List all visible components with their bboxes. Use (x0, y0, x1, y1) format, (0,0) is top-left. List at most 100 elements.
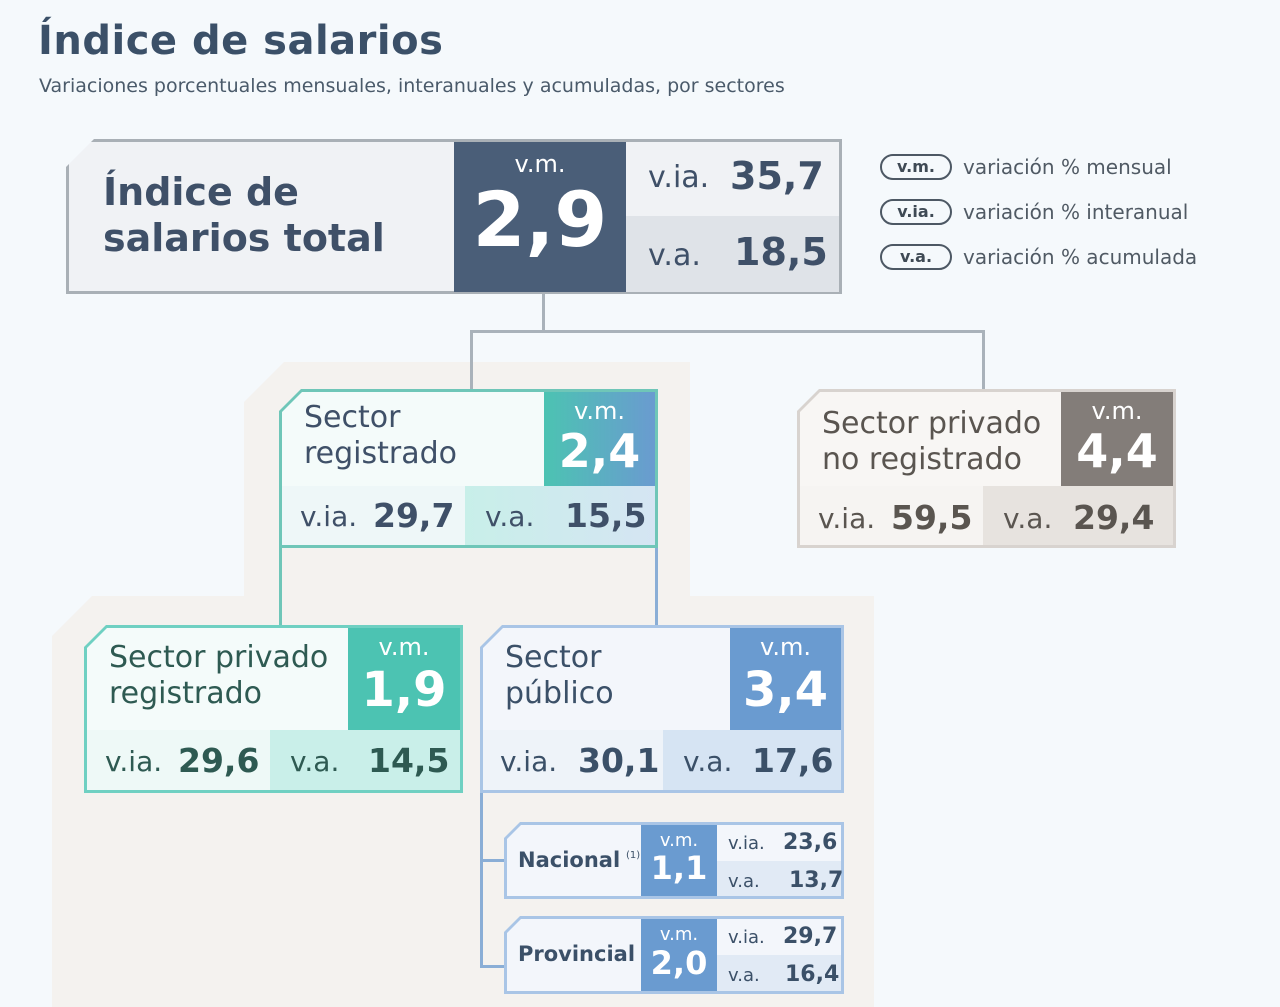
publico-via-value: 30,1 (578, 741, 660, 780)
publico-vm-value: 3,4 (742, 662, 829, 718)
privado-registrado-vm-label: v.m. (378, 633, 430, 661)
total-va-label: v.a. (648, 238, 701, 273)
provincial-vm-block (641, 919, 717, 991)
registrado-via-value: 29,7 (373, 496, 455, 535)
legend-tag-va: v.a. (880, 244, 952, 270)
no-registrado-name-line1: Sector privado (822, 406, 1042, 441)
nacional-va-value: 13,7 (789, 868, 844, 893)
registrado-name-line2: registrado (304, 436, 458, 471)
total-name-line1: Índice de (103, 170, 299, 214)
registrado-via-label: v.ia. (300, 500, 358, 533)
privado-registrado-va-cell (270, 730, 460, 790)
legend-text-via: variación % interanual (963, 200, 1189, 224)
no-registrado-via-value: 59,5 (891, 498, 973, 537)
no-registrado-via-cell (800, 486, 983, 545)
privado-registrado-va-value: 14,5 (368, 741, 450, 780)
nacional-vm-value: 1,1 (650, 849, 708, 887)
total-via-cell (626, 142, 839, 216)
provincial-va-cell (717, 955, 841, 991)
publico-va-value: 17,6 (752, 741, 834, 780)
legend-tag-via: v.ia. (880, 199, 952, 225)
privado-registrado-name-line2: registrado (109, 676, 263, 711)
publico-name-line1: Sector (505, 640, 602, 675)
total-va-value: 18,5 (734, 230, 828, 274)
registrado-va-value: 15,5 (565, 496, 647, 535)
no-registrado-inner (800, 392, 1061, 486)
no-registrado-va-label: v.a. (1003, 502, 1053, 535)
nacional-vm-label: v.m. (659, 830, 699, 851)
publico-vm-label: v.m. (760, 633, 811, 661)
nacional-inner (507, 825, 641, 896)
provincial-vm-value: 2,0 (650, 944, 708, 982)
nacional-vm-block (641, 825, 717, 896)
publico-inner (483, 628, 730, 730)
privado-registrado-vm-value: 1,9 (361, 662, 447, 718)
registrado-vm-value: 2,4 (558, 424, 641, 478)
connector-line (542, 292, 545, 332)
connector-line (480, 965, 506, 968)
publico-va-cell (663, 730, 841, 790)
no-registrado-via-label: v.ia. (818, 502, 876, 535)
registrado-vm-block (544, 392, 655, 486)
connector-line (480, 790, 483, 967)
publico-name: Sector público (505, 640, 614, 712)
provincial-via-label: v.ia. (728, 927, 765, 948)
publico-va-label: v.a. (683, 745, 733, 778)
connector-line (279, 545, 282, 627)
connector-line (655, 545, 658, 627)
no-registrado-vm-block (1061, 392, 1173, 486)
nacional-via-cell (717, 825, 841, 861)
total-via-label: v.ia. (648, 160, 710, 195)
registrado-va-label: v.a. (485, 500, 535, 533)
publico-via-label: v.ia. (500, 745, 558, 778)
nacional-va-label: v.a. (728, 871, 760, 892)
page-title: Índice de salarios (38, 18, 444, 64)
registrado-name: Sector registrado (304, 400, 457, 472)
publico-name-line2: público (505, 676, 614, 711)
privado-registrado-via-value: 29,6 (178, 741, 260, 780)
connector-line (470, 330, 985, 333)
legend-tag-vm: v.m. (880, 154, 952, 180)
total-name-line2: salarios total (103, 215, 385, 260)
provincial-via-value: 29,7 (783, 924, 838, 949)
connector-line (982, 330, 985, 392)
registrado-name-line1: Sector (304, 400, 401, 435)
connector-line (480, 859, 506, 862)
nacional-via-label: v.ia. (728, 833, 765, 854)
nacional-note: (1) (626, 850, 641, 861)
no-registrado-vm-value: 4,4 (1076, 424, 1158, 478)
no-registrado-name: Sector privado no registrado (822, 406, 1041, 478)
nacional-name: Nacional (518, 848, 621, 872)
provincial-vm-label: v.m. (659, 924, 699, 945)
nacional-via-value: 23,6 (783, 830, 838, 855)
privado-registrado-via-label: v.ia. (105, 745, 163, 778)
provincial-inner (507, 919, 641, 991)
total-vm-label: v.m. (514, 150, 566, 178)
total-via-value: 35,7 (730, 154, 824, 198)
registrado-via-cell (282, 486, 465, 545)
publico-vm-block (730, 628, 841, 730)
legend-text-va: variación % acumulada (963, 245, 1198, 269)
privado-registrado-name-line1: Sector privado (109, 640, 329, 675)
no-registrado-name-line2: no registrado (822, 442, 1022, 477)
total-va-cell (626, 216, 839, 292)
legend-text-vm: variación % mensual (963, 155, 1172, 179)
registrado-inner (282, 392, 544, 486)
no-registrado-va-cell (983, 486, 1173, 545)
privado-registrado-via-cell (87, 730, 270, 790)
total-name: Índice de salarios total (103, 170, 385, 261)
no-registrado-va-value: 29,4 (1073, 498, 1155, 537)
provincial-va-label: v.a. (728, 965, 760, 986)
privado-registrado-name: Sector privado registrado (109, 640, 328, 712)
no-registrado-vm-label: v.m. (1091, 397, 1143, 425)
privado-registrado-vm-block (348, 628, 460, 730)
publico-via-cell (483, 730, 663, 790)
privado-registrado-inner (87, 628, 348, 730)
registrado-va-cell (465, 486, 655, 545)
nacional-va-cell (717, 861, 841, 896)
provincial-name: Provincial (518, 942, 636, 966)
privado-registrado-va-label: v.a. (290, 745, 340, 778)
total-vm-value: 2,9 (472, 175, 608, 264)
total-vm-block (454, 142, 626, 292)
page-subtitle: Variaciones porcentuales mensuales, inte… (39, 75, 785, 97)
